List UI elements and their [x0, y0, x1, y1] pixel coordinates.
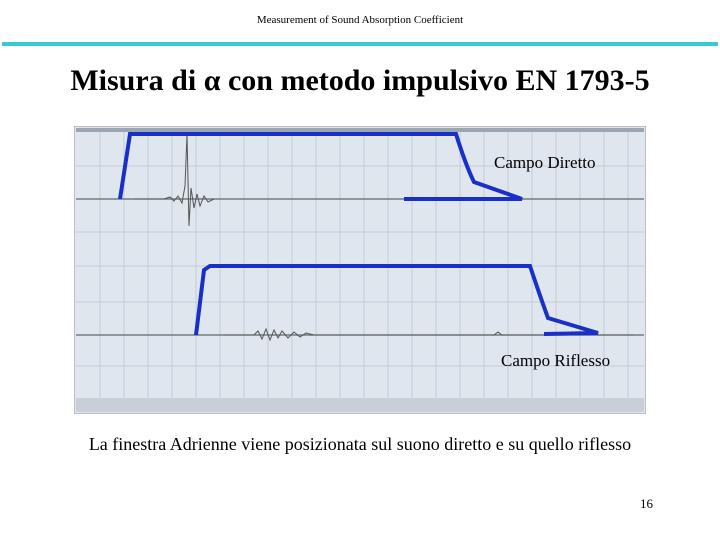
direct-signal: [134, 133, 215, 227]
caption: La finestra Adrienne viene posizionata s…: [88, 434, 632, 454]
waveform-figure: Campo Diretto Campo Riflesso: [74, 126, 646, 414]
adrienne-window-direct: [118, 132, 523, 201]
top-bar: [76, 128, 644, 132]
header-rule: [2, 42, 718, 46]
reflected-signal: [224, 327, 634, 342]
time-ruler: [76, 398, 644, 412]
adrienne-window-reflected: [194, 264, 599, 336]
slide-title: Misura di α con metodo impulsivo EN 1793…: [70, 64, 650, 97]
header-title: Measurement of Sound Absorption Coeffici…: [256, 14, 464, 26]
label-reflected: Campo Riflesso: [501, 351, 610, 370]
label-direct: Campo Diretto: [494, 153, 596, 172]
page-number: 16: [640, 496, 653, 511]
